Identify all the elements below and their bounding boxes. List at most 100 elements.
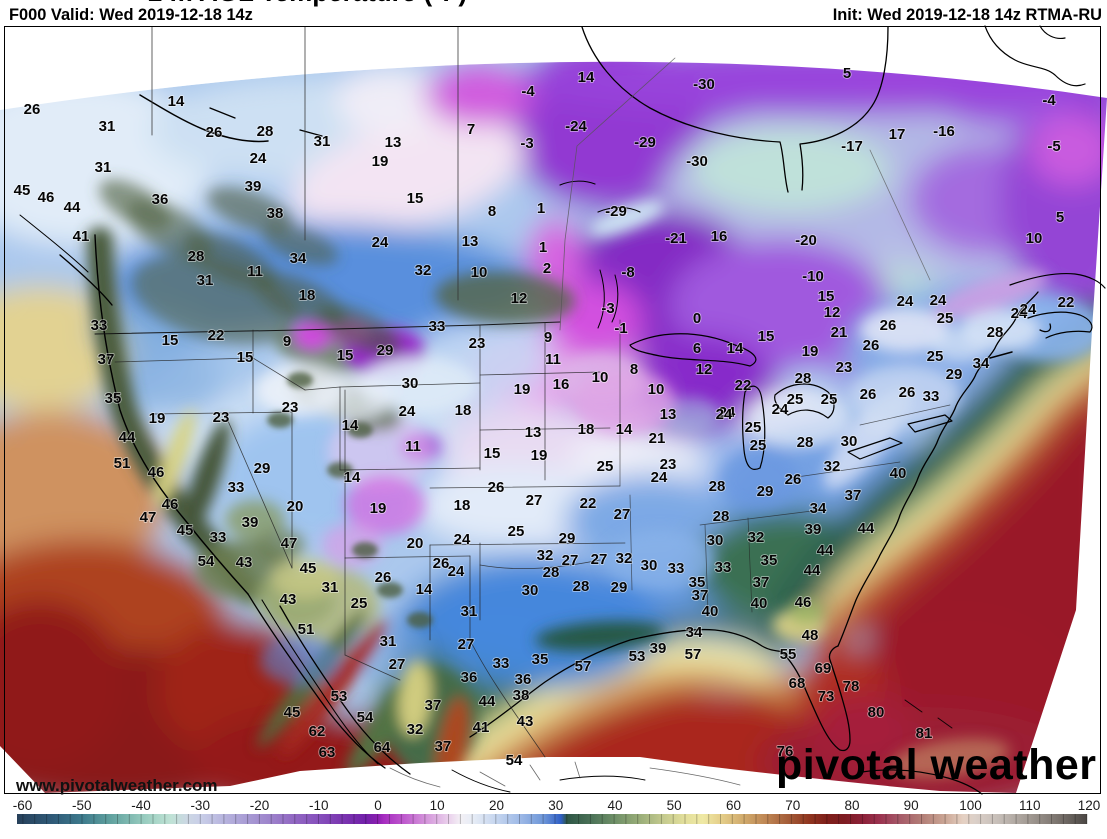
svg-text:24: 24 [719,404,736,421]
svg-text:2 m AGL Temperature (°F): 2 m AGL Temperature (°F) [148,0,467,7]
svg-text:14: 14 [342,417,359,434]
svg-text:-60: -60 [13,798,33,813]
svg-text:-29: -29 [605,203,627,220]
svg-text:34: 34 [973,355,990,372]
svg-text:11: 11 [405,438,421,455]
svg-text:54: 54 [357,709,374,726]
svg-text:31: 31 [197,272,214,289]
svg-text:24: 24 [716,406,733,423]
svg-text:11: 11 [545,351,561,368]
svg-text:9: 9 [283,333,291,350]
svg-text:53: 53 [629,648,646,665]
svg-text:-16: -16 [933,123,955,140]
svg-text:14: 14 [168,93,185,110]
svg-text:28: 28 [257,123,274,140]
svg-text:14: 14 [344,469,361,486]
svg-text:-20: -20 [795,232,817,249]
svg-text:26: 26 [860,386,877,403]
svg-text:28: 28 [795,370,812,387]
svg-text:34: 34 [290,250,307,267]
svg-text:54: 54 [198,553,215,570]
svg-text:30: 30 [548,798,563,813]
svg-text:25: 25 [597,458,614,475]
svg-text:34: 34 [810,500,827,517]
svg-text:37: 37 [98,351,115,368]
svg-text:43: 43 [517,713,534,730]
svg-text:25: 25 [508,523,525,540]
svg-text:23: 23 [836,359,853,376]
svg-text:33: 33 [210,529,227,546]
svg-text:25: 25 [927,348,944,365]
svg-text:28: 28 [713,508,730,525]
svg-text:14: 14 [416,581,433,598]
svg-text:41: 41 [473,719,490,736]
svg-text:1: 1 [537,200,545,217]
svg-text:22: 22 [580,495,597,512]
svg-text:2: 2 [543,260,551,277]
svg-text:100: 100 [959,798,982,813]
svg-text:24: 24 [372,234,389,251]
svg-text:27: 27 [389,656,406,673]
svg-text:38: 38 [267,205,284,222]
svg-text:14: 14 [578,69,595,86]
svg-text:51: 51 [298,621,315,638]
svg-text:28: 28 [797,434,814,451]
svg-text:32: 32 [537,547,554,564]
svg-text:24: 24 [897,293,914,310]
svg-text:27: 27 [591,551,608,568]
svg-text:21: 21 [649,430,666,447]
svg-text:20: 20 [287,498,304,515]
svg-text:30: 30 [707,532,724,549]
svg-text:19: 19 [531,447,548,464]
svg-text:41: 41 [73,228,90,245]
svg-text:51: 51 [114,455,131,472]
svg-text:10: 10 [1026,230,1043,247]
svg-text:54: 54 [506,752,523,769]
svg-text:35: 35 [689,574,706,591]
svg-text:24: 24 [1020,301,1037,318]
svg-text:46: 46 [38,189,55,206]
svg-text:-3: -3 [601,300,614,317]
svg-text:27: 27 [614,506,631,523]
svg-text:27: 27 [562,552,579,569]
svg-text:19: 19 [802,343,819,360]
svg-text:33: 33 [715,559,732,576]
svg-text:6: 6 [693,340,701,357]
svg-text:12: 12 [511,290,528,307]
svg-text:36: 36 [461,669,478,686]
svg-text:40: 40 [751,595,768,612]
svg-text:16: 16 [711,228,728,245]
svg-text:28: 28 [987,324,1004,341]
svg-text:28: 28 [573,578,590,595]
svg-text:-5: -5 [1047,138,1060,155]
svg-text:27: 27 [458,636,475,653]
svg-text:32: 32 [748,529,765,546]
svg-text:1: 1 [539,239,547,256]
svg-text:24: 24 [772,401,789,418]
svg-text:27: 27 [526,492,543,509]
svg-text:55: 55 [780,646,797,663]
svg-text:10: 10 [592,369,609,386]
svg-text:28: 28 [188,248,205,265]
svg-text:15: 15 [337,347,354,364]
svg-text:15: 15 [484,445,501,462]
svg-text:-10: -10 [309,798,329,813]
svg-text:25: 25 [750,437,767,454]
svg-text:29: 29 [559,530,576,547]
svg-text:31: 31 [322,579,339,596]
svg-text:19: 19 [149,410,166,427]
svg-text:15: 15 [407,190,424,207]
svg-text:26: 26 [206,124,223,141]
svg-text:32: 32 [824,458,841,475]
svg-text:26: 26 [24,101,41,118]
svg-text:21: 21 [831,324,848,341]
svg-text:45: 45 [284,704,301,721]
svg-text:8: 8 [488,203,496,220]
svg-text:-10: -10 [802,268,824,285]
svg-text:Init: Wed 2019-12-18 14z RTMA-: Init: Wed 2019-12-18 14z RTMA-RU [833,6,1102,24]
svg-text:45: 45 [177,522,194,539]
svg-text:44: 44 [119,429,136,446]
svg-text:43: 43 [236,554,253,571]
svg-text:32: 32 [407,721,424,738]
svg-text:120: 120 [1078,798,1101,813]
